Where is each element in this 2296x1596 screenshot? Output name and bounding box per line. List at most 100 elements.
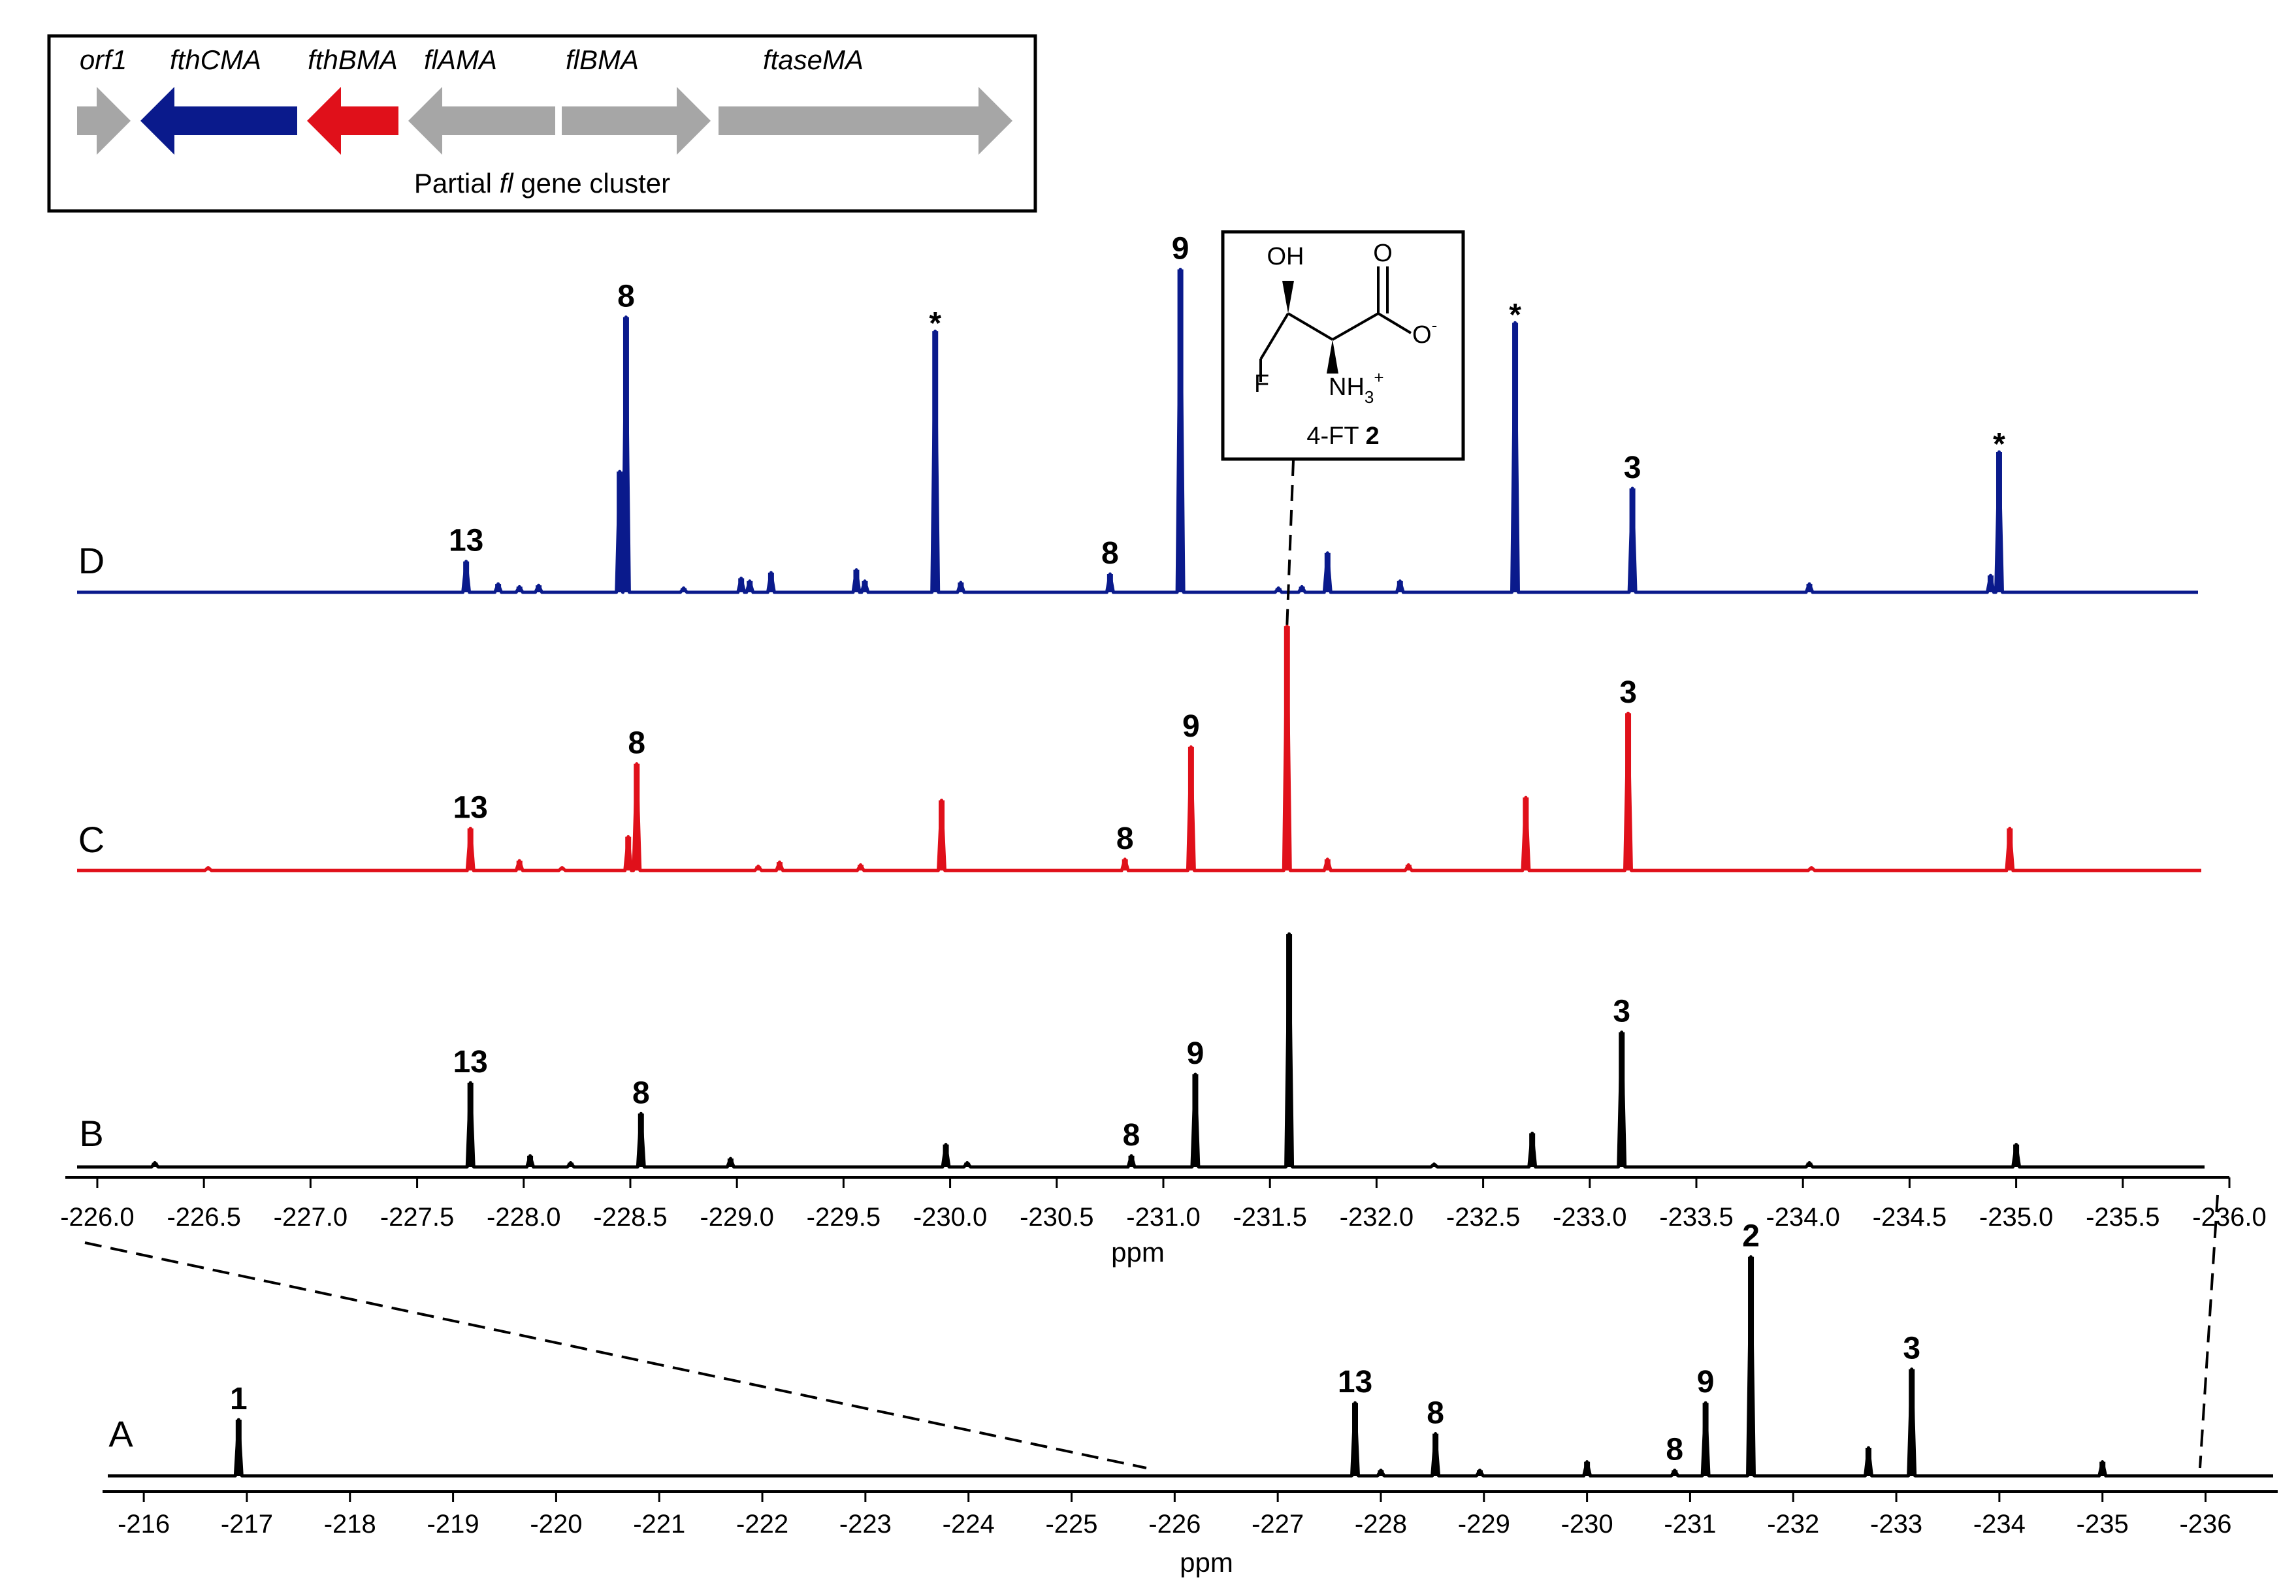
- peak-label-B: 13: [453, 1045, 487, 1079]
- tick-label: -236: [2179, 1510, 2231, 1539]
- tick-label: -235.5: [2086, 1203, 2159, 1232]
- tick-label: -229: [1458, 1510, 1510, 1539]
- peak-label-A: 8: [1666, 1432, 1683, 1467]
- x-axis-full: -216 -217 -218 -219 -220 -221 -222 -223 -224 -225…: [103, 1490, 2278, 1578]
- tick-label: -234.0: [1766, 1203, 1839, 1232]
- zoom-guide-left: [84, 1241, 1147, 1469]
- gene-arrows: orf1 fthCMA fthBMA flAMA flBMA ftaseMA: [77, 44, 1012, 155]
- tick-label: -230.0: [913, 1203, 987, 1232]
- tick-label: -229.5: [807, 1203, 881, 1232]
- peak-label-B: 8: [632, 1076, 650, 1110]
- gene-label-flBMA: flBMA: [566, 44, 639, 75]
- peak-label-D: 13: [449, 524, 483, 558]
- peak-label-D: *: [1509, 298, 1521, 332]
- peak-label-D: 3: [1624, 451, 1641, 485]
- spectrum-name-A: A: [108, 1413, 133, 1454]
- gene-arrow-fthCMA: [140, 87, 297, 155]
- tick-label: -223: [839, 1510, 892, 1539]
- spectrum-line-B: [77, 932, 2205, 1169]
- spectrum-name-D: D: [78, 540, 105, 581]
- peak-label-A: 13: [1338, 1365, 1372, 1399]
- peak-label-B: 8: [1123, 1118, 1140, 1153]
- tick-label: -226.0: [60, 1203, 134, 1232]
- tick-label: -225: [1045, 1510, 1097, 1539]
- peak-label-A: 3: [1903, 1332, 1920, 1366]
- tick-label: -229.0: [700, 1203, 773, 1232]
- tick-label: -228.0: [487, 1203, 560, 1232]
- tick-label: -217: [221, 1510, 273, 1539]
- gene-cluster-caption: Partial fl gene cluster: [414, 168, 670, 199]
- gene-label-fthBMA: fthBMA: [308, 44, 398, 75]
- structure-nh3-label: NH3+: [1329, 368, 1384, 407]
- gene-arrow-orf1: [77, 87, 131, 155]
- tick-label: -221: [633, 1510, 685, 1539]
- peak-label-A: 1: [230, 1382, 248, 1416]
- 4ft-structure-inset: OH O O- NH3+ F 4-FT 2: [1221, 230, 1465, 461]
- structure-o-right-label: O-: [1412, 315, 1437, 349]
- spectrum-line-D: [77, 268, 2198, 594]
- axis-title: ppm: [1180, 1547, 1233, 1578]
- x-axis-expanded: -226.0 -226.5 -227.0 -227.5 -228.0 -228.5 -229…: [60, 1176, 2267, 1268]
- spectrum-name-C: C: [78, 819, 105, 860]
- peak-label-A: 9: [1697, 1365, 1715, 1399]
- tick-label: -224: [943, 1510, 995, 1539]
- wedge-bond-oh: [1282, 281, 1294, 313]
- tick-label: -226: [1148, 1510, 1201, 1539]
- spectrum-a: A: [108, 1255, 2273, 1478]
- tick-label: -231: [1664, 1510, 1716, 1539]
- peak-label-C: 9: [1182, 709, 1200, 744]
- tick-label: -233.5: [1659, 1203, 1733, 1232]
- gene-label-fthCMA: fthCMA: [170, 44, 261, 75]
- zoom-guide-right: [2199, 1194, 2219, 1469]
- tick-label: -222: [736, 1510, 788, 1539]
- spectrum-name-B: B: [79, 1113, 103, 1154]
- tick-label: -235: [2077, 1510, 2129, 1539]
- structure-frame: [1221, 230, 1465, 461]
- spectrum-line-A: [108, 1255, 2273, 1478]
- structure-o-top-label: O: [1373, 240, 1393, 267]
- peak-label-C: 13: [453, 791, 487, 825]
- tick-label: -230: [1561, 1510, 1613, 1539]
- gene-arrow-flBMA: [562, 87, 711, 155]
- guide-lines: [84, 460, 2219, 1469]
- tick-label: -227.0: [274, 1203, 348, 1232]
- axis-title: ppm: [1111, 1237, 1165, 1268]
- tick-label: -232.0: [1340, 1203, 1414, 1232]
- peak-label-C: 8: [628, 726, 645, 761]
- structure-pointer: [1285, 460, 1295, 626]
- tick-label: -232: [1767, 1510, 1819, 1539]
- peak-label-D: *: [1993, 427, 2005, 462]
- spectrum-line-C: [77, 624, 2201, 872]
- peak-label-A: 8: [1427, 1396, 1444, 1431]
- tick-label: -234: [1973, 1510, 2026, 1539]
- tick-label: -235.0: [1979, 1203, 2053, 1232]
- tick-label: -233: [1870, 1510, 1922, 1539]
- gene-arrow-fthBMA: [307, 87, 398, 155]
- gene-label-orf1: orf1: [80, 44, 127, 75]
- tick-label: -236.0: [2192, 1203, 2266, 1232]
- tick-label: -233.0: [1553, 1203, 1626, 1232]
- tick-label: -232.5: [1446, 1203, 1520, 1232]
- peak-label-C: 3: [1619, 675, 1637, 710]
- tick-label: -234.5: [1873, 1203, 1947, 1232]
- structure-oh-label: OH: [1267, 243, 1304, 270]
- gene-label-ftaseMA: ftaseMA: [763, 44, 864, 75]
- peak-label-D: *: [929, 306, 941, 341]
- gene-arrow-ftaseMA: [719, 87, 1012, 155]
- spectra-bcd: D C B: [77, 268, 2205, 1169]
- tick-label: -231.5: [1233, 1203, 1306, 1232]
- structure-f-label: F: [1254, 370, 1269, 398]
- gene-label-flAMA: flAMA: [424, 44, 497, 75]
- tick-label: -227.5: [380, 1203, 454, 1232]
- peak-label-B: 3: [1613, 995, 1630, 1029]
- peak-label-D: 8: [617, 279, 635, 314]
- tick-label: -231.0: [1126, 1203, 1200, 1232]
- tick-label: -226.5: [167, 1203, 240, 1232]
- structure-name: 4-FT 2: [1306, 423, 1379, 450]
- wedge-bond-nh3: [1327, 340, 1338, 374]
- tick-label: -228.5: [593, 1203, 667, 1232]
- tick-label: -230.5: [1020, 1203, 1093, 1232]
- tick-label: -228: [1355, 1510, 1407, 1539]
- gene-arrow-flAMA: [408, 87, 555, 155]
